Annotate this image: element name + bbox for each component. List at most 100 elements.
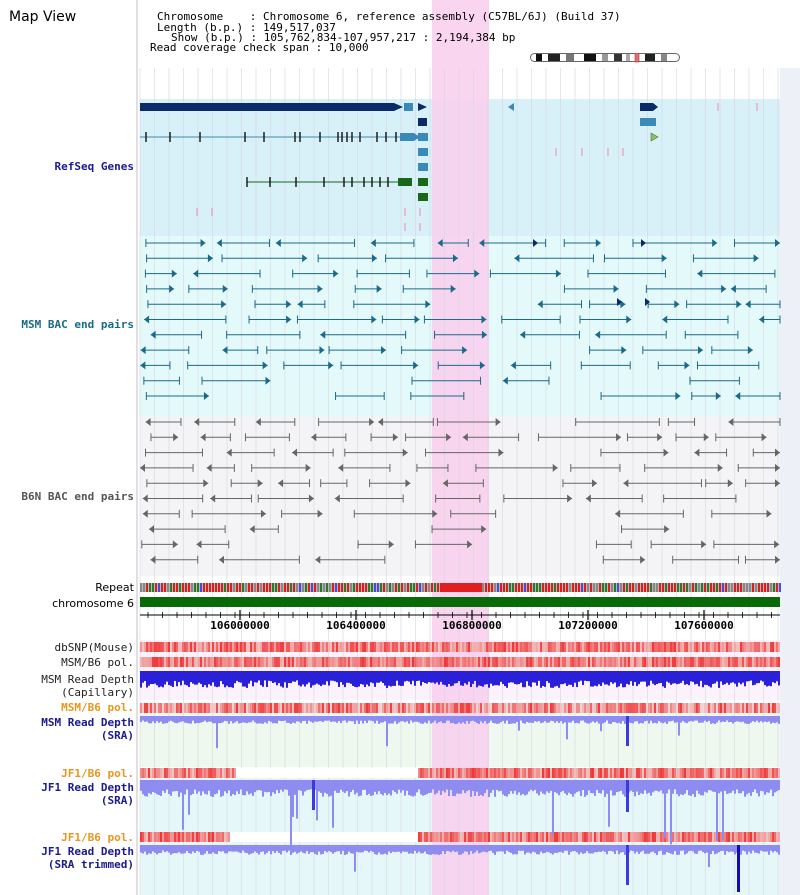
depth-bar [768,780,770,793]
pol-cell [284,832,286,842]
bac-end-arrow [219,555,225,564]
pol-cell [246,703,248,713]
pol-cell [518,642,520,652]
pol-cell [508,657,510,667]
pol-cell [660,642,662,652]
pol-cell [268,642,270,652]
pol-cell [366,768,368,778]
depth-bar [210,780,212,797]
pol-cell [250,768,252,778]
pol-cell [632,703,634,713]
pol-cell [166,703,168,713]
pol-cell [442,832,444,842]
depth-bar [608,671,610,686]
depth-bar [704,671,706,685]
gene-block [418,133,428,141]
depth-bar [418,671,420,681]
depth-bar [222,845,224,852]
pol-cell [658,703,660,713]
pol-cell [456,657,458,667]
depth-bar [230,716,232,722]
pol-cell [722,703,724,713]
pol-cell [668,768,670,778]
depth-bar [724,845,726,855]
pol-cell [222,703,224,713]
pol-cell [204,703,206,713]
depth-bar [658,716,660,722]
pol-cell [528,768,530,778]
pol-cell [480,657,482,667]
depth-bar [414,716,416,722]
pol-cell [546,703,548,713]
pol-cell [152,657,154,667]
pol-cell [638,768,640,778]
pol-cell [468,768,470,778]
pol-cell [548,642,550,652]
pol-cell [576,657,578,667]
depth-bar [356,671,358,688]
depth-bar [162,716,164,724]
pol-cell [250,642,252,652]
bac-end-arrow [142,494,148,503]
gene-block [418,178,428,186]
pol-cell [548,703,550,713]
pol-cell [418,642,420,652]
depth-bar [690,716,692,721]
pol-cell [748,832,750,842]
pol-cell [204,657,206,667]
repeat-mark [149,583,151,592]
depth-bar [434,671,436,684]
pol-cell [650,657,652,667]
pol-cell [248,832,250,842]
repeat-mark [515,583,517,592]
pol-cell [404,642,406,652]
chromosome-ideogram[interactable] [530,53,680,63]
depth-bar [714,845,716,855]
pol-cell [432,832,434,842]
depth-bar [552,780,554,836]
pol-cell [376,657,378,667]
depth-bar [558,671,560,688]
pol-cell [454,832,456,842]
pol-cell [414,703,416,713]
depth-bar [676,845,678,855]
depth-bar [340,716,342,724]
pol-cell [594,832,596,842]
repeat-mark [713,583,715,592]
pol-cell [710,832,712,842]
depth-bar [330,716,332,722]
depth-bar [656,716,658,724]
depth-bar [190,671,192,683]
pol-cell [714,832,716,842]
depth-bar [144,671,146,682]
pol-cell [462,832,464,842]
bac-end-arrow [775,463,780,472]
pol-cell [408,703,410,713]
pol-cell [524,642,526,652]
bac-end-arrow [567,494,573,503]
depth-bar [546,671,548,682]
pol-cell [386,703,388,713]
pol-cell [708,703,710,713]
bac-end-arrow [206,463,212,472]
depth-bar [426,716,428,724]
depth-bar [530,671,532,687]
pol-cell [592,642,594,652]
depth-bar [356,716,358,721]
depth-bar [618,671,620,687]
pol-cell [738,768,740,778]
depth-bar [330,845,332,853]
depth-bar [454,671,456,684]
depth-bar [294,845,296,852]
depth-bar [514,845,516,855]
depth-bar [628,671,630,685]
bac-end-arrow [221,300,227,309]
depth-bar [250,780,252,794]
pol-cell [482,642,484,652]
depth-bar [300,716,302,724]
pol-cell [236,832,238,842]
bac-end-arrow [467,540,473,549]
depth-bar [584,780,586,797]
bac-end-arrow [402,448,408,457]
